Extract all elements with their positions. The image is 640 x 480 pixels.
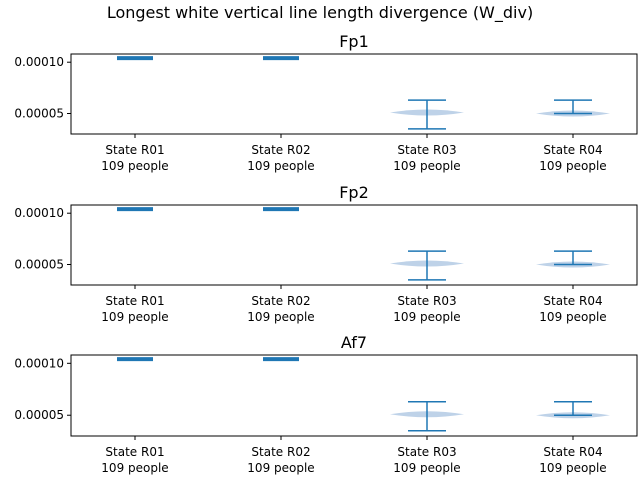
axes-frame: [70, 53, 638, 135]
panel-title: Fp2: [339, 183, 369, 202]
x-tick-label: State R01: [105, 294, 164, 308]
x-tick-label: State R04: [543, 294, 602, 308]
x-tick-sublabel: 109 people: [539, 159, 606, 173]
x-tick-sublabel: 109 people: [539, 310, 606, 324]
panel-title: Fp1: [339, 32, 369, 51]
x-tick-sublabel: 109 people: [101, 310, 168, 324]
axes-frame: [70, 354, 638, 437]
x-tick-sublabel: 109 people: [393, 310, 460, 324]
x-tick-label: State R01: [105, 143, 164, 157]
x-tick-sublabel: 109 people: [101, 159, 168, 173]
x-tick-label: State R03: [397, 143, 456, 157]
x-tick-label: State R01: [105, 445, 164, 459]
y-tick-label: 0.00010: [14, 55, 64, 69]
panel-title: Af7: [341, 333, 367, 352]
y-tick-label: 0.00005: [14, 106, 64, 120]
x-tick-label: State R02: [251, 294, 310, 308]
x-tick-sublabel: 109 people: [101, 461, 168, 475]
x-tick-sublabel: 109 people: [539, 461, 606, 475]
y-tick-label: 0.00005: [14, 257, 64, 271]
y-tick-label: 0.00010: [14, 206, 64, 220]
x-tick-sublabel: 109 people: [247, 310, 314, 324]
x-tick-label: State R03: [397, 294, 456, 308]
figure-suptitle: Longest white vertical line length diver…: [107, 3, 533, 23]
x-tick-label: State R02: [251, 445, 310, 459]
x-tick-sublabel: 109 people: [247, 461, 314, 475]
x-tick-label: State R02: [251, 143, 310, 157]
axes-frame: [70, 204, 638, 286]
x-tick-label: State R04: [543, 445, 602, 459]
x-tick-label: State R03: [397, 445, 456, 459]
x-tick-label: State R04: [543, 143, 602, 157]
x-tick-sublabel: 109 people: [247, 159, 314, 173]
y-tick-label: 0.00010: [14, 356, 64, 370]
x-tick-sublabel: 109 people: [393, 461, 460, 475]
x-tick-sublabel: 109 people: [393, 159, 460, 173]
y-tick-label: 0.00005: [14, 408, 64, 422]
